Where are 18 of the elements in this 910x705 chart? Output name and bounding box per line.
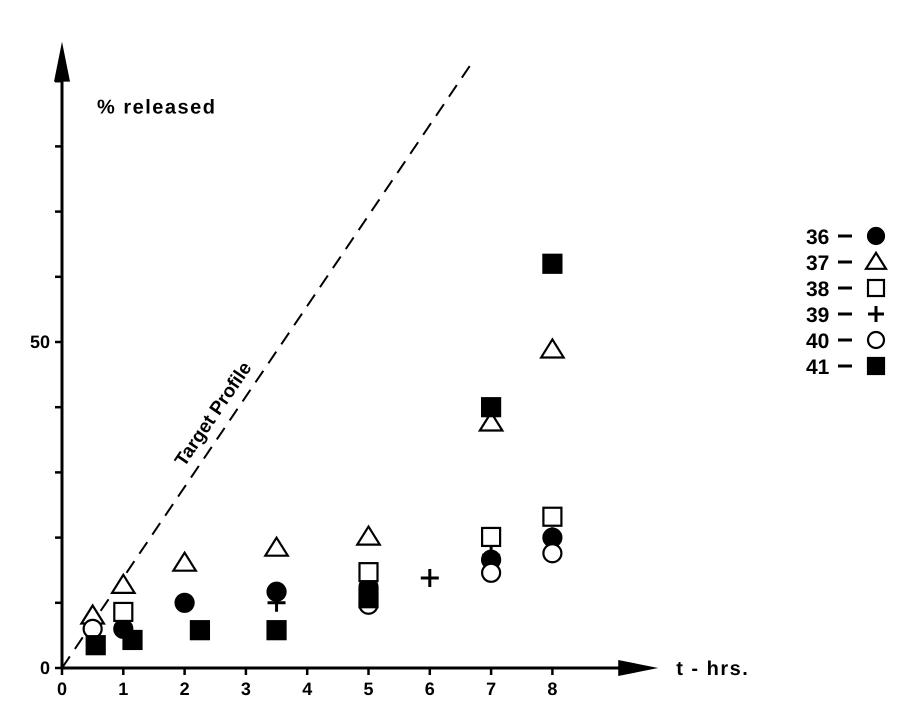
- x-tick-label: 7: [486, 679, 496, 699]
- legend-label: 39: [806, 304, 830, 327]
- x-tick-label: 1: [118, 679, 128, 699]
- x-tick-label: 8: [547, 679, 558, 699]
- x-axis-title: t - hrs.: [676, 658, 750, 680]
- legend-label: 41: [806, 356, 830, 379]
- legend-label: 37: [806, 252, 830, 275]
- x-tick-label: 2: [180, 679, 190, 699]
- y-tick-label: 50: [30, 332, 50, 352]
- x-tick-label: 5: [363, 679, 374, 699]
- legend-label: 38: [806, 278, 830, 301]
- x-tick-label: 3: [240, 679, 251, 699]
- y-axis-title: % released: [97, 96, 217, 119]
- legend-label: 36: [806, 226, 830, 249]
- x-tick-label: 0: [56, 679, 68, 699]
- x-tick-label: 6: [424, 679, 435, 699]
- x-tick-label: 4: [302, 679, 312, 699]
- legend-label: 40: [806, 330, 830, 353]
